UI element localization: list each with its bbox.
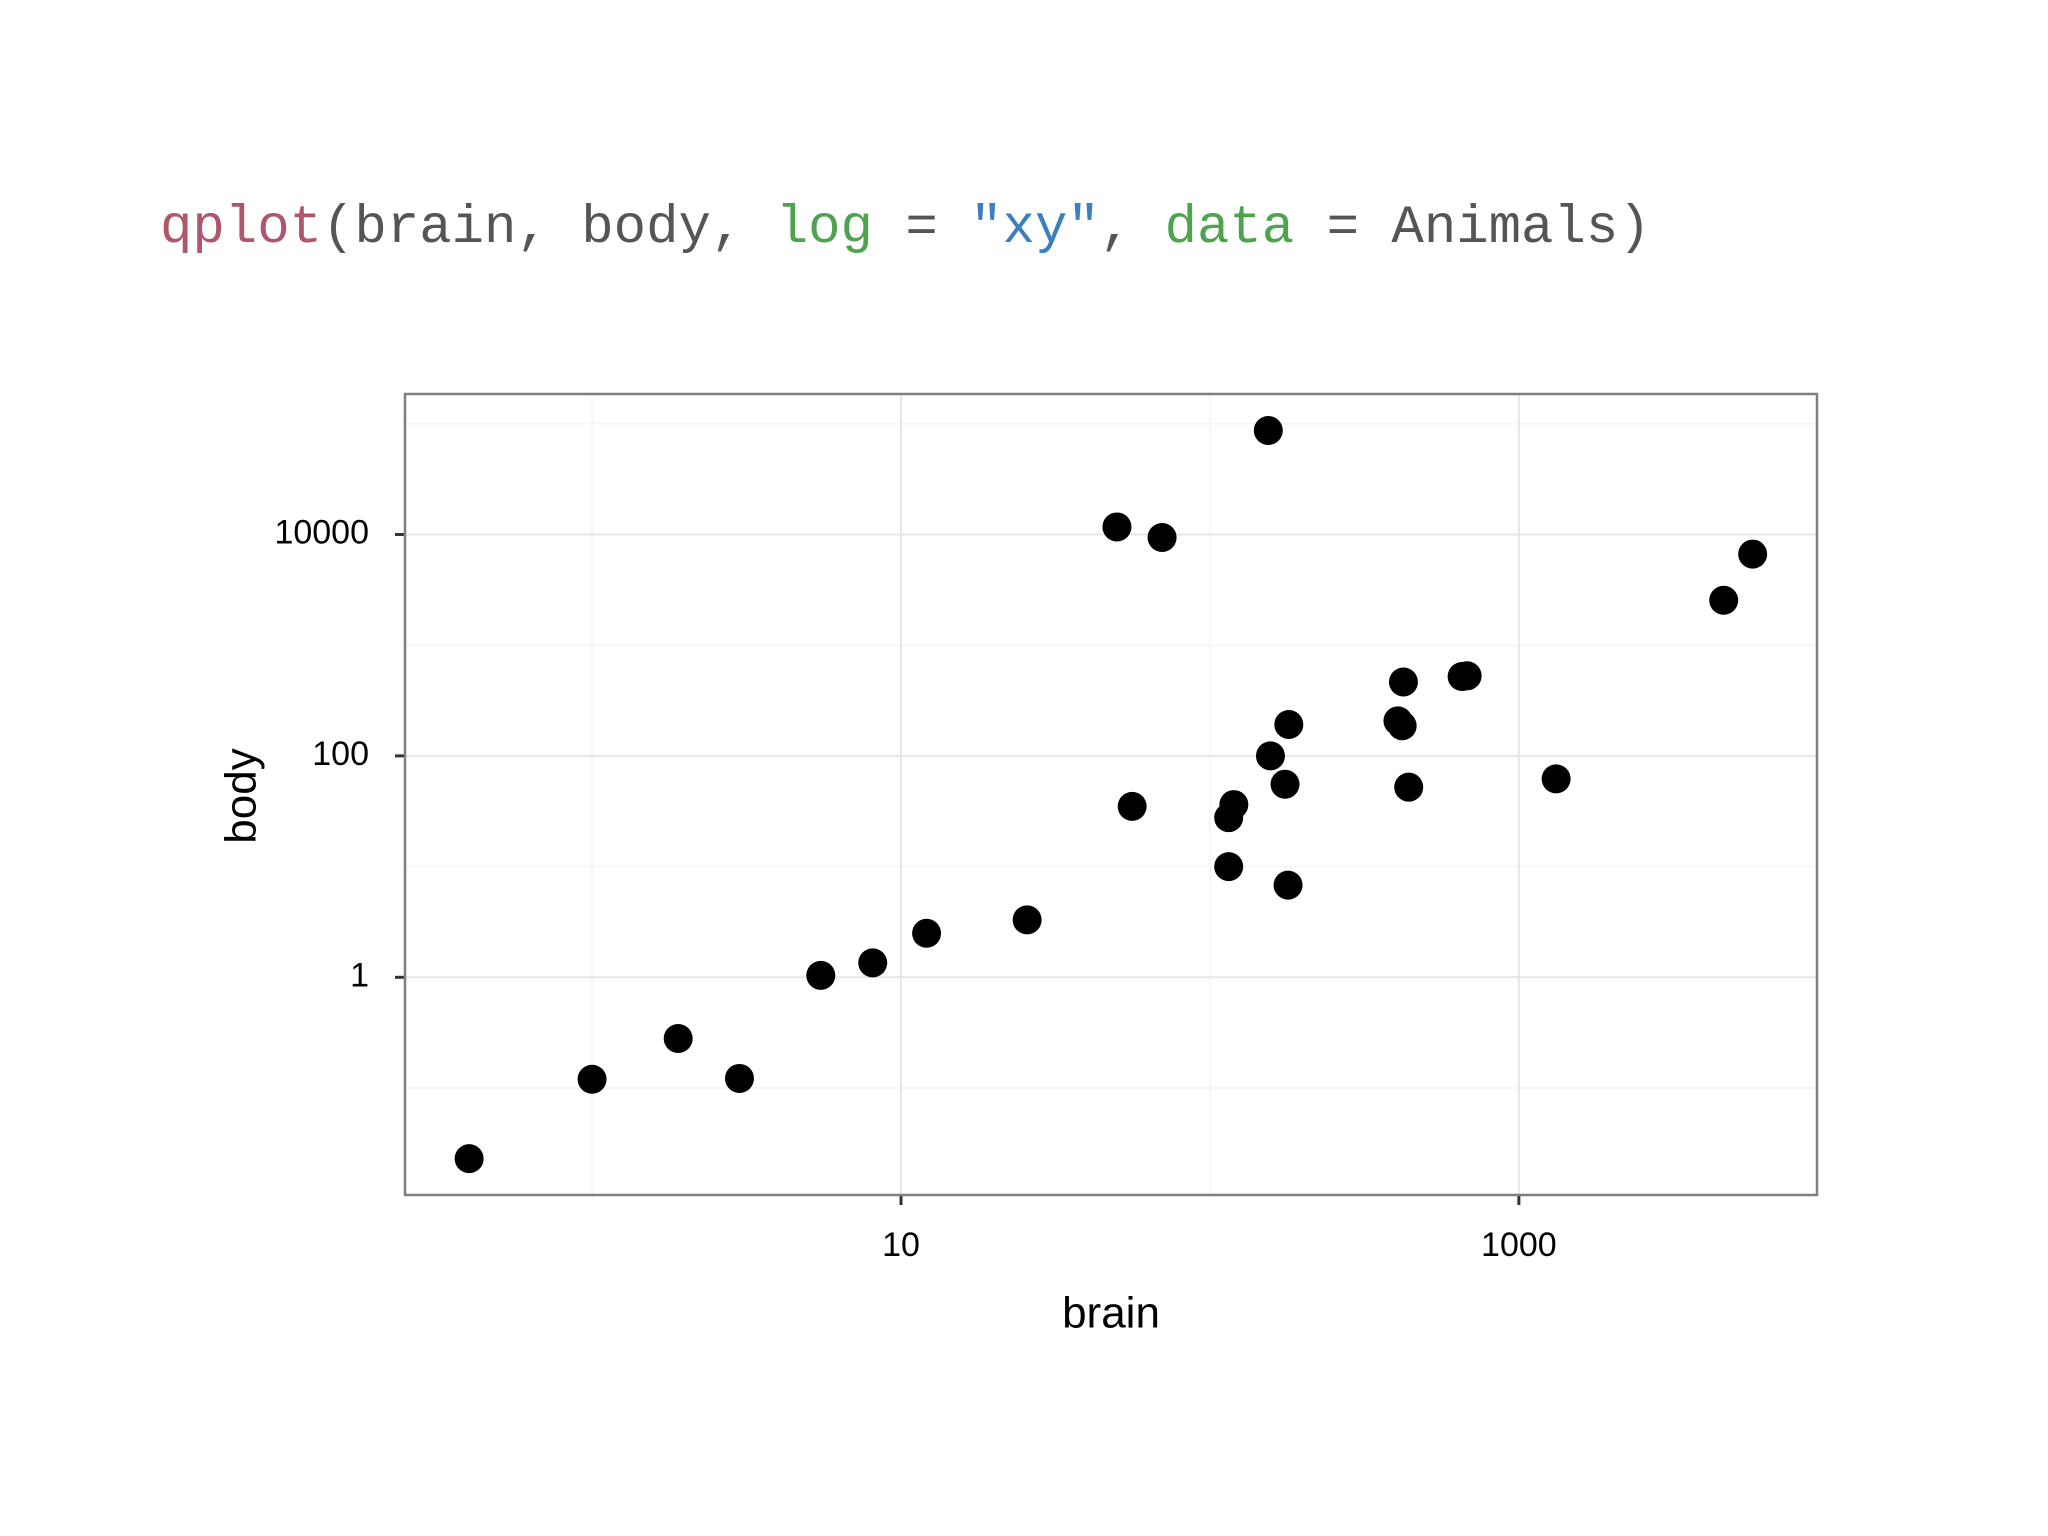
point (1270, 769, 1300, 799)
panel-border (403, 392, 1819, 1197)
y-axis-title: body (217, 748, 266, 843)
y-tick-label: 1 (350, 956, 369, 994)
point (858, 948, 888, 978)
x-axis-title: brain (1062, 1289, 1160, 1338)
point (1117, 791, 1147, 821)
y-tick-label: 100 (312, 735, 369, 773)
y-tick-label: 10000 (274, 513, 369, 551)
code-token: qplot (160, 198, 322, 259)
point (806, 960, 836, 990)
point (1214, 803, 1244, 833)
code-token: = (873, 198, 970, 259)
code-line: qplot(brain, body, log = "xy", data = An… (160, 198, 1651, 259)
point (1147, 522, 1177, 552)
point (1383, 706, 1413, 736)
x-tick-label: 1000 (1481, 1226, 1557, 1264)
point (1452, 661, 1482, 691)
point (912, 918, 942, 948)
point (724, 1063, 754, 1093)
point (1102, 512, 1132, 542)
code-token: data (1165, 198, 1295, 259)
point (1388, 667, 1418, 697)
point (1214, 852, 1244, 882)
point (1541, 764, 1571, 794)
point (1253, 415, 1283, 445)
x-tick-label: 10 (882, 1226, 920, 1264)
point (1012, 905, 1042, 935)
code-token: log (776, 198, 873, 259)
point (454, 1144, 484, 1174)
code-token: , (1100, 198, 1165, 259)
point (1255, 741, 1285, 771)
point (1394, 772, 1424, 802)
point (1738, 539, 1768, 569)
point (1709, 585, 1739, 615)
point (663, 1023, 693, 1053)
code-token: = Animals) (1294, 198, 1650, 259)
code-token: (brain, body, (322, 198, 776, 259)
code-token: "xy" (970, 198, 1100, 259)
point (1274, 710, 1304, 740)
point (577, 1064, 607, 1094)
point (1273, 870, 1303, 900)
